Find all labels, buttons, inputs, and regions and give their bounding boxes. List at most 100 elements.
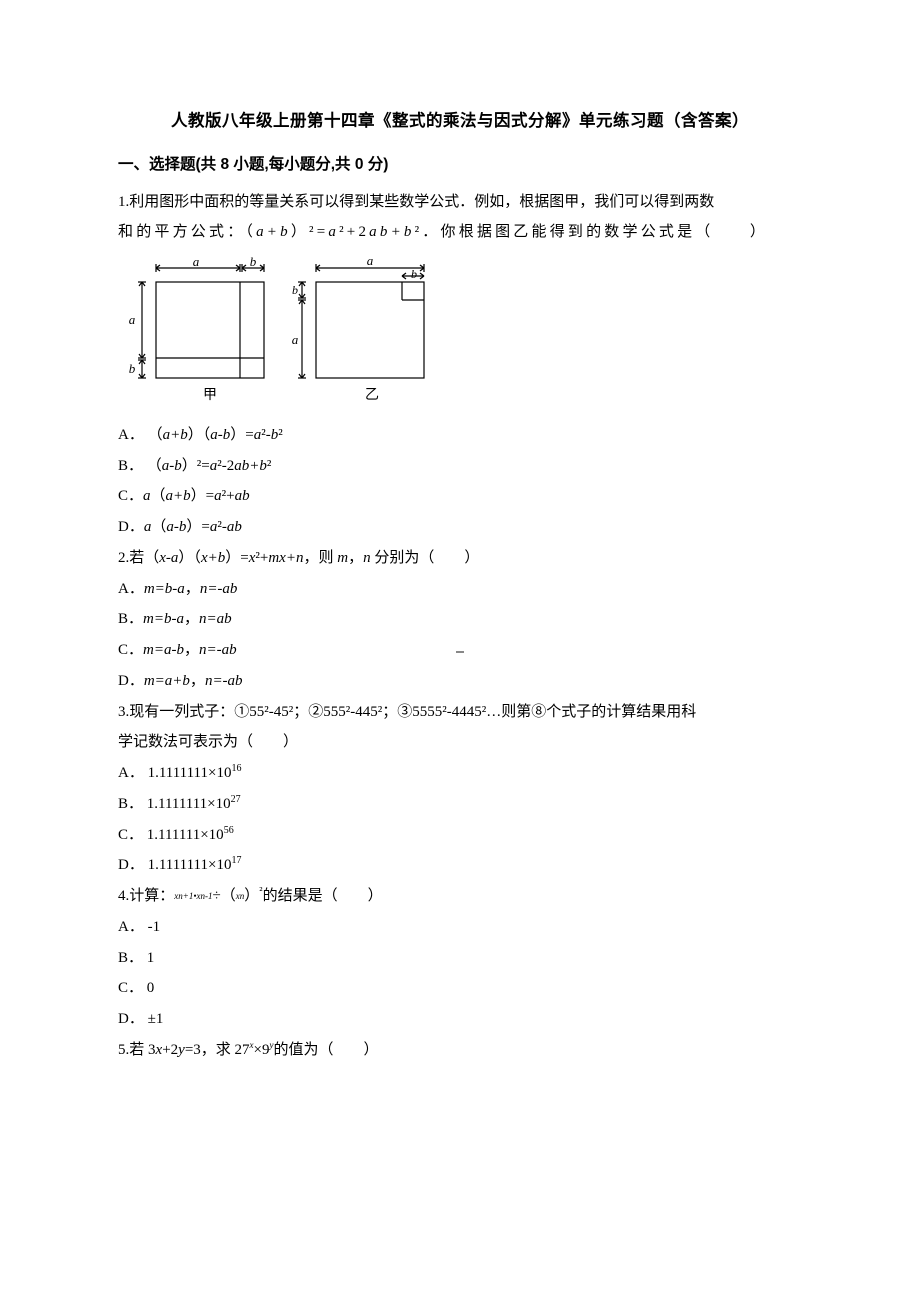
q1-option-c: C．a（a+b）=a²+ab xyxy=(118,481,802,512)
var: ab+b xyxy=(234,458,267,474)
q3-stem-line2: 学记数法可表示为（ ） xyxy=(118,727,802,758)
var: a xyxy=(143,488,151,504)
var: m=a-b xyxy=(143,642,184,658)
text: （ xyxy=(151,488,166,504)
text: ²- xyxy=(217,519,227,535)
text: D． xyxy=(118,673,144,689)
text: ×9 xyxy=(254,1042,270,1058)
var: a-b xyxy=(162,458,182,474)
text: C． 1.111111×10 xyxy=(118,827,224,843)
q2-option-d: D．m=a+b，n=-ab xyxy=(118,666,802,697)
text: 的值为（ ） xyxy=(274,1042,379,1058)
text: 的结果是（ ） xyxy=(263,888,383,904)
var: ab xyxy=(227,519,242,535)
fig-label-b: b xyxy=(411,267,417,281)
var: ab xyxy=(235,488,250,504)
text: D． xyxy=(118,519,144,535)
q1-option-d: D．a（a-b）=a²-ab xyxy=(118,512,802,543)
text: （ xyxy=(151,519,166,535)
q1-option-a: A． （a+b）（a-b）=a²-b² xyxy=(118,420,802,451)
text: ， xyxy=(184,642,199,658)
var: xn+1 xyxy=(174,891,193,901)
q1-var: ab+b xyxy=(369,224,414,240)
q3-stem-line1: 3.现有一列式子：①55²-45²；②555²-445²；③5555²-4445… xyxy=(118,697,802,728)
text: ， xyxy=(190,673,205,689)
exponent: 16 xyxy=(231,763,241,774)
text: ）= xyxy=(191,488,214,504)
text: 分别为（ ） xyxy=(371,550,480,566)
q1-text: ）²= xyxy=(291,224,329,240)
text: ）= xyxy=(225,550,248,566)
text: ² xyxy=(267,458,272,474)
text: ）（ xyxy=(188,427,211,443)
fig-label-a: a xyxy=(193,254,200,269)
doc-title: 人教版八年级上册第十四章《整式的乘法与因式分解》单元练习题（含答案） xyxy=(118,105,802,139)
text: ）= xyxy=(230,427,253,443)
var: a xyxy=(214,488,222,504)
text: D． 1.1111111×10 xyxy=(118,857,231,873)
text: A． xyxy=(118,581,144,597)
var: n=-ab xyxy=(200,581,238,597)
text: ， xyxy=(348,550,363,566)
q1-option-b: B． （a-b）²=a²-2ab+b² xyxy=(118,451,802,482)
text: ²+ xyxy=(222,488,235,504)
var: a+b xyxy=(166,488,191,504)
var: xn xyxy=(236,891,245,901)
q1-figures: a b a b 甲 xyxy=(118,254,802,416)
text: ²- xyxy=(261,427,271,443)
text: B． 1.1111111×10 xyxy=(118,796,231,812)
q2-option-a: A．m=b-a，n=-ab xyxy=(118,574,802,605)
q1-stem-line2: 和的平方公式：（a+b）²=a²+2ab+b²．你根据图乙能得到的数学公式是（ … xyxy=(118,217,802,248)
q3-option-a: A． 1.1111111×1016 xyxy=(118,758,802,789)
fig-caption-2: 乙 xyxy=(365,387,379,403)
var: a-b xyxy=(210,427,230,443)
page-center-marker xyxy=(456,651,464,653)
var: a-b xyxy=(166,519,186,535)
var: y xyxy=(178,1042,185,1058)
fig-label-b: b xyxy=(129,361,136,376)
text: ， xyxy=(185,581,200,597)
text: B． xyxy=(118,611,143,627)
q3-option-b: B． 1.1111111×1027 xyxy=(118,789,802,820)
text: C． xyxy=(118,488,143,504)
var: m=b-a xyxy=(144,581,185,597)
q1-var: a xyxy=(328,224,339,240)
var: a+b xyxy=(163,427,188,443)
q4-option-d: D． ±1 xyxy=(118,1004,802,1035)
q3-option-d: D． 1.1111111×1017 xyxy=(118,850,802,881)
q2-option-b: B．m=b-a，n=ab xyxy=(118,604,802,635)
exponent: 56 xyxy=(224,825,234,836)
q2-stem: 2.若（x-a）（x+b）=x²+mx+n，则 m，n 分别为（ ） xyxy=(118,543,802,574)
q3-option-c: C． 1.111111×1056 xyxy=(118,820,802,851)
q4-option-a: A． -1 xyxy=(118,912,802,943)
text: ² xyxy=(278,427,283,443)
q1-text: ²．你根据图乙能得到的数学公式是（ ） xyxy=(415,224,769,240)
text: ）²= xyxy=(182,458,210,474)
fig-label-b: b xyxy=(292,283,298,297)
var: n xyxy=(363,550,371,566)
fig-label-a: a xyxy=(367,254,374,268)
text: 2.若（ xyxy=(118,550,159,566)
q1-stem-line1: 1.利用图形中面积的等量关系可以得到某些数学公式．例如，根据图甲，我们可以得到两… xyxy=(118,187,802,218)
var: m xyxy=(337,550,348,566)
text: C． xyxy=(118,642,143,658)
fig-caption-1: 甲 xyxy=(203,388,217,403)
q5-stem: 5.若 3x+2y=3，求 27x×9y的值为（ ） xyxy=(118,1035,802,1066)
q4-stem: 4.计算：xn+1•xn-1÷（xn）²的结果是（ ） xyxy=(118,881,802,912)
q4-option-b: B． 1 xyxy=(118,943,802,974)
q1-text: 和的平方公式：（ xyxy=(118,224,256,240)
var: n=-ab xyxy=(205,673,243,689)
text: =3，求 27 xyxy=(185,1042,250,1058)
text: ）= xyxy=(186,519,209,535)
section-1-header: 一、选择题(共 8 小题,每小题分,共 0 分) xyxy=(118,149,802,181)
fig-label-a: a xyxy=(129,312,136,327)
var: mx+n xyxy=(268,550,303,566)
var: x+b xyxy=(201,550,225,566)
text: +2 xyxy=(162,1042,178,1058)
var: n=ab xyxy=(199,611,232,627)
text: B． （ xyxy=(118,458,162,474)
exponent: 17 xyxy=(231,855,241,866)
text: ²+ xyxy=(255,550,268,566)
q4-option-c: C． 0 xyxy=(118,973,802,1004)
var: x-a xyxy=(159,550,178,566)
